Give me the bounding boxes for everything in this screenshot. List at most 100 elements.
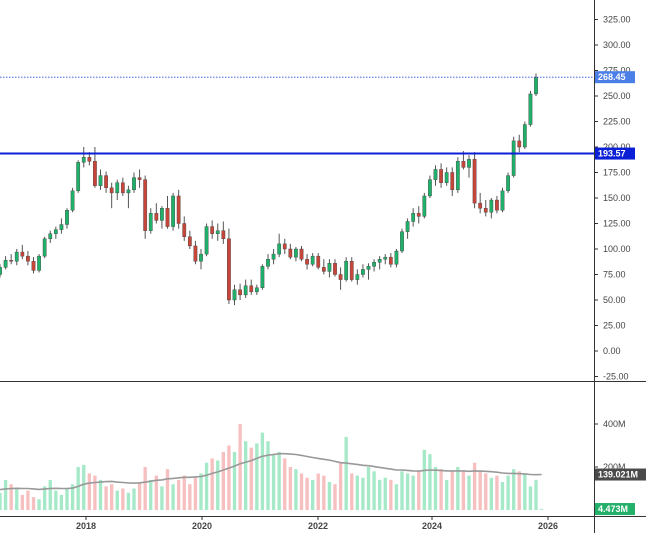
volume-bar[interactable] (132, 488, 136, 511)
volume-bar[interactable] (59, 494, 64, 510)
volume-bar[interactable] (76, 467, 80, 510)
candle-body[interactable] (534, 77, 538, 95)
volume-bar[interactable] (20, 494, 25, 510)
candle-body[interactable] (193, 245, 198, 262)
volume-bar[interactable] (283, 458, 287, 510)
candle-body[interactable] (3, 260, 8, 268)
volume-bar[interactable] (65, 488, 69, 511)
volume-bar[interactable] (400, 471, 404, 510)
price-pane[interactable] (0, 73, 594, 306)
candle-body[interactable] (98, 175, 103, 186)
volume-bar[interactable] (48, 479, 52, 510)
volume-bar[interactable] (394, 484, 399, 510)
volume-bar[interactable] (377, 479, 382, 510)
volume-bar[interactable] (54, 490, 58, 510)
candle-body[interactable] (528, 93, 533, 125)
volume-bar[interactable] (389, 479, 393, 510)
candle-body[interactable] (37, 255, 41, 271)
candle-body[interactable] (120, 182, 125, 194)
candle-body[interactable] (26, 255, 30, 262)
candle-body[interactable] (478, 202, 483, 209)
candle-body[interactable] (148, 213, 153, 231)
candle-body[interactable] (210, 226, 215, 234)
candle-body[interactable] (377, 259, 382, 263)
volume-bar[interactable] (277, 451, 281, 510)
candle-body[interactable] (405, 221, 410, 232)
volume-bar[interactable] (137, 482, 142, 510)
volume-bar[interactable] (143, 467, 147, 510)
volume-bar[interactable] (182, 475, 186, 510)
candle-body[interactable] (0, 267, 2, 275)
candle-body[interactable] (70, 190, 75, 211)
volume-bar[interactable] (327, 482, 332, 510)
volume-bar[interactable] (338, 462, 343, 510)
volume-bar[interactable] (310, 479, 315, 510)
volume-bar[interactable] (305, 477, 309, 510)
candle-body[interactable] (14, 251, 19, 262)
candle-body[interactable] (439, 169, 443, 183)
candle-body[interactable] (455, 161, 460, 191)
volume-bar[interactable] (243, 441, 248, 510)
volume-bar[interactable] (227, 445, 231, 511)
candle-body[interactable] (87, 156, 92, 162)
candle-body[interactable] (411, 213, 416, 222)
candle-body[interactable] (383, 256, 388, 260)
volume-bar[interactable] (500, 482, 505, 510)
candle-body[interactable] (93, 161, 97, 186)
candle-body[interactable] (333, 263, 337, 275)
candle-body[interactable] (243, 285, 248, 296)
volume-bar[interactable] (539, 509, 544, 510)
volume-bar[interactable] (260, 432, 265, 510)
volume-bar[interactable] (333, 484, 337, 510)
candle-body[interactable] (254, 287, 259, 293)
candle-body[interactable] (65, 210, 69, 225)
volume-bar[interactable] (461, 471, 466, 510)
volume-bar[interactable] (322, 475, 326, 510)
candle-body[interactable] (366, 266, 371, 270)
candle-body[interactable] (428, 179, 432, 197)
volume-bar[interactable] (193, 477, 198, 510)
candle-body[interactable] (400, 231, 404, 252)
candle-body[interactable] (461, 161, 466, 168)
volume-bar[interactable] (422, 449, 427, 510)
volume-bar[interactable] (372, 471, 376, 510)
candle-body[interactable] (249, 285, 254, 293)
volume-bar[interactable] (456, 467, 460, 510)
volume-bar[interactable] (417, 471, 421, 510)
volume-bar[interactable] (350, 473, 354, 510)
candle-body[interactable] (31, 261, 36, 271)
candle-body[interactable] (349, 261, 354, 280)
volume-bar[interactable] (534, 479, 538, 510)
candle-body[interactable] (305, 259, 309, 265)
volume-bar[interactable] (109, 484, 114, 510)
candle-body[interactable] (132, 177, 136, 191)
candle-body[interactable] (48, 233, 53, 239)
volume-bar[interactable] (70, 484, 75, 510)
candle-body[interactable] (450, 172, 455, 191)
candle-body[interactable] (182, 223, 187, 237)
candle-body[interactable] (204, 226, 209, 255)
volume-bar[interactable] (411, 475, 415, 510)
volume-bar[interactable] (299, 473, 304, 510)
volume-bar[interactable] (383, 477, 387, 510)
volume-bar[interactable] (42, 486, 47, 510)
candle-body[interactable] (171, 195, 175, 227)
candle-body[interactable] (506, 175, 510, 192)
candle-body[interactable] (517, 140, 522, 148)
candle-body[interactable] (154, 213, 159, 221)
candle-body[interactable] (187, 236, 192, 247)
candle-body[interactable] (483, 207, 488, 213)
volume-bar[interactable] (316, 473, 320, 510)
candle-body[interactable] (495, 199, 499, 211)
candle-body[interactable] (266, 259, 270, 267)
candle-body[interactable] (416, 213, 421, 217)
candle-body[interactable] (388, 256, 393, 265)
volume-bar[interactable] (171, 484, 175, 510)
volume-bar[interactable] (478, 471, 482, 510)
volume-bar[interactable] (355, 475, 360, 510)
candle-body[interactable] (143, 179, 148, 231)
candle-body[interactable] (310, 255, 315, 265)
candle-body[interactable] (137, 177, 142, 180)
candle-body[interactable] (53, 229, 58, 234)
